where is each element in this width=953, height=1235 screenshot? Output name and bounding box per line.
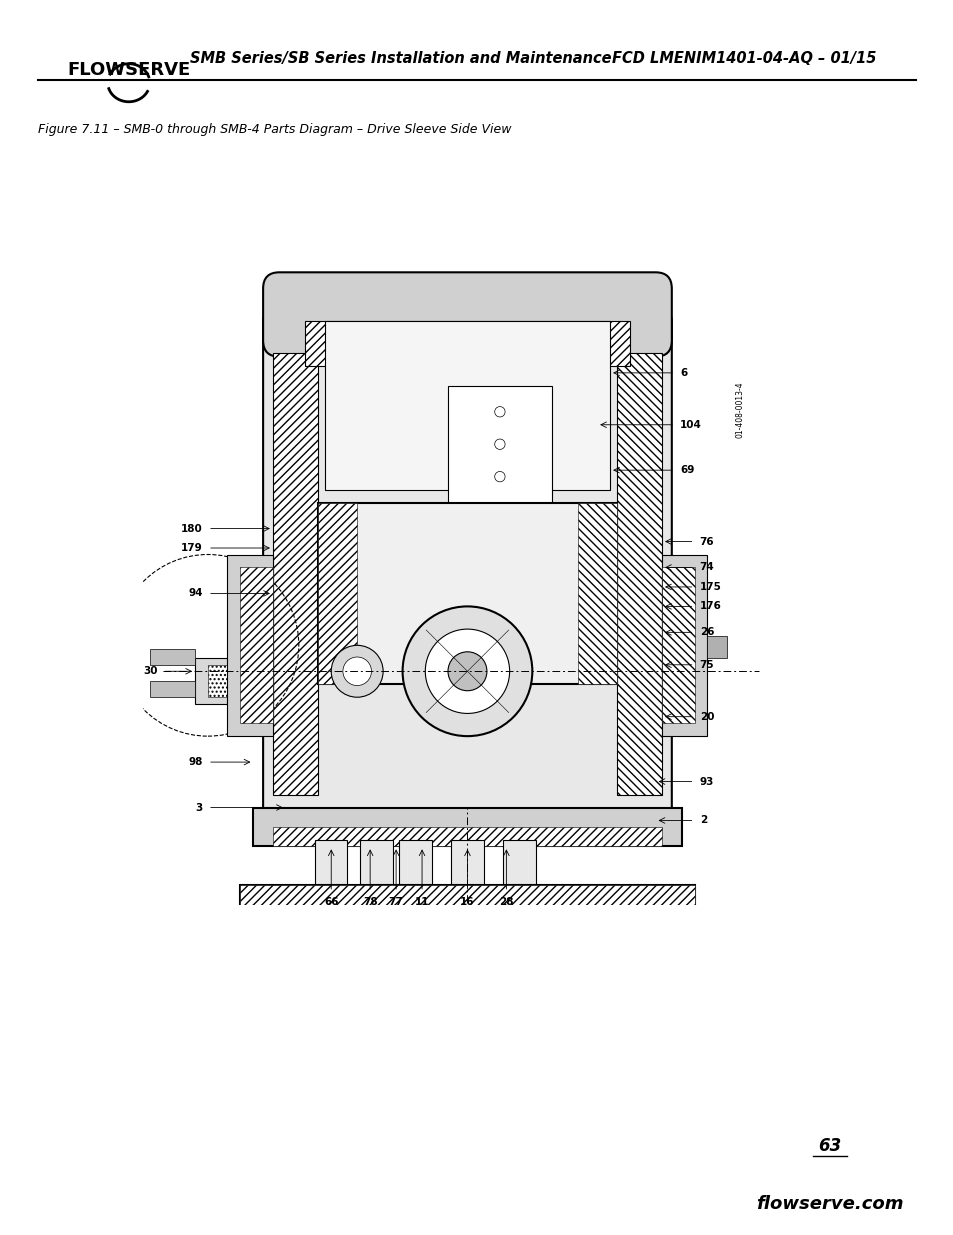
Bar	[661, 555, 707, 736]
Text: 16: 16	[459, 897, 475, 906]
Text: 74: 74	[699, 562, 714, 573]
Text: 69: 69	[679, 466, 694, 475]
Bar	[240, 567, 273, 724]
Bar	[314, 840, 347, 892]
Text: 20: 20	[699, 711, 714, 721]
Bar	[240, 885, 694, 911]
Text: 66: 66	[324, 897, 338, 906]
Text: FCD LMENIM1401-04-AQ – 01/15: FCD LMENIM1401-04-AQ – 01/15	[611, 51, 876, 65]
Bar	[502, 840, 535, 892]
Text: 28: 28	[498, 897, 513, 906]
Text: 175: 175	[699, 582, 720, 592]
Circle shape	[495, 472, 504, 482]
Bar	[208, 664, 259, 698]
Text: 11: 11	[415, 897, 429, 906]
Bar	[305, 321, 629, 367]
Text: 94: 94	[188, 588, 203, 599]
Circle shape	[331, 646, 383, 698]
Bar	[616, 353, 661, 794]
Bar	[318, 503, 356, 684]
Text: 01-408-0013-4: 01-408-0013-4	[735, 382, 743, 437]
Text: 98: 98	[188, 757, 203, 767]
Text: 76: 76	[699, 536, 714, 547]
Bar	[273, 827, 661, 846]
Text: 78: 78	[362, 897, 377, 906]
Text: 77: 77	[388, 897, 403, 906]
Circle shape	[402, 606, 532, 736]
Bar	[578, 503, 616, 684]
Text: 6: 6	[679, 368, 687, 378]
Bar	[451, 840, 483, 892]
Bar	[360, 840, 393, 892]
Text: SMB Series/SB Series Installation and Maintenance: SMB Series/SB Series Installation and Ma…	[190, 51, 611, 65]
Circle shape	[448, 652, 486, 690]
Bar	[399, 840, 432, 892]
Text: 104: 104	[679, 420, 701, 430]
Bar	[227, 555, 273, 736]
Text: 2: 2	[699, 815, 706, 825]
Text: 180: 180	[181, 524, 203, 534]
Bar	[448, 385, 551, 503]
Bar	[661, 567, 694, 724]
Bar	[318, 503, 616, 684]
Text: Figure 7.11 – SMB-0 through SMB-4 Parts Diagram – Drive Sleeve Side View: Figure 7.11 – SMB-0 through SMB-4 Parts …	[38, 124, 511, 136]
Bar	[707, 636, 726, 658]
Text: 30: 30	[143, 666, 157, 677]
Bar	[253, 808, 680, 846]
Text: 93: 93	[699, 777, 714, 787]
FancyBboxPatch shape	[263, 272, 671, 357]
Circle shape	[495, 438, 504, 450]
Circle shape	[425, 629, 509, 714]
Text: 176: 176	[699, 601, 720, 611]
Text: 26: 26	[699, 627, 714, 637]
Circle shape	[495, 406, 504, 417]
Bar	[150, 648, 194, 664]
Circle shape	[342, 657, 371, 685]
Text: 179: 179	[181, 543, 203, 553]
Bar	[240, 885, 694, 911]
Text: 63: 63	[818, 1137, 841, 1155]
FancyBboxPatch shape	[263, 311, 671, 836]
Bar	[273, 353, 318, 794]
Text: 3: 3	[195, 803, 203, 813]
Text: FLOWSERVE: FLOWSERVE	[67, 62, 191, 79]
Bar	[324, 321, 610, 489]
Text: 75: 75	[699, 659, 714, 669]
Text: flowserve.com: flowserve.com	[756, 1195, 902, 1213]
Bar	[150, 680, 194, 698]
Bar	[194, 658, 273, 704]
